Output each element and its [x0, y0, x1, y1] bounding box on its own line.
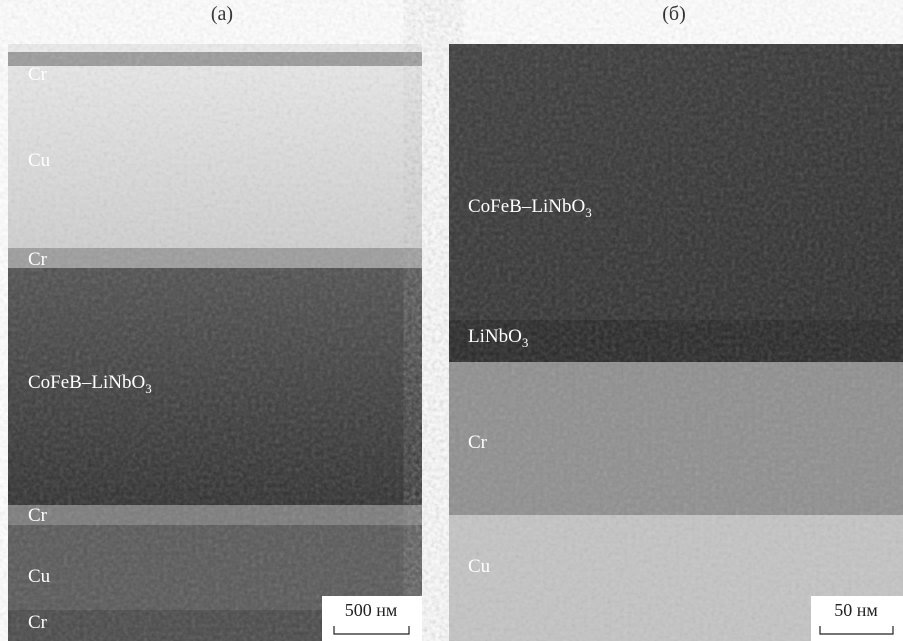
layer-label: Cr: [28, 249, 48, 270]
panel-tag: (б): [662, 3, 686, 25]
layer-label: Cr: [28, 612, 48, 633]
layer-label: Cr: [28, 64, 48, 85]
figure: (а) (б) Cr Cu Cr CoFeB–LiNbO3 Cr Cu Cr C…: [0, 0, 903, 641]
layer-label: Cu: [468, 556, 491, 577]
layer-label: Cu: [28, 150, 51, 171]
layer-label: Cu: [28, 566, 51, 587]
micrograph-a: [8, 44, 422, 641]
panel-tag: (а): [211, 3, 233, 25]
scale-bar: 50 нм: [811, 596, 903, 641]
layer-label: Cr: [468, 432, 488, 453]
layer-label: Cr: [28, 505, 48, 526]
layer-label: LiNbO3: [468, 326, 528, 350]
scale-bar: 500 нм: [322, 596, 422, 641]
scale-bar-label: 500 нм: [345, 600, 398, 620]
layer-label: CoFeB–LiNbO3: [28, 372, 152, 396]
scale-bar-label: 50 нм: [834, 600, 878, 620]
layer-label: CoFeB–LiNbO3: [468, 196, 592, 220]
